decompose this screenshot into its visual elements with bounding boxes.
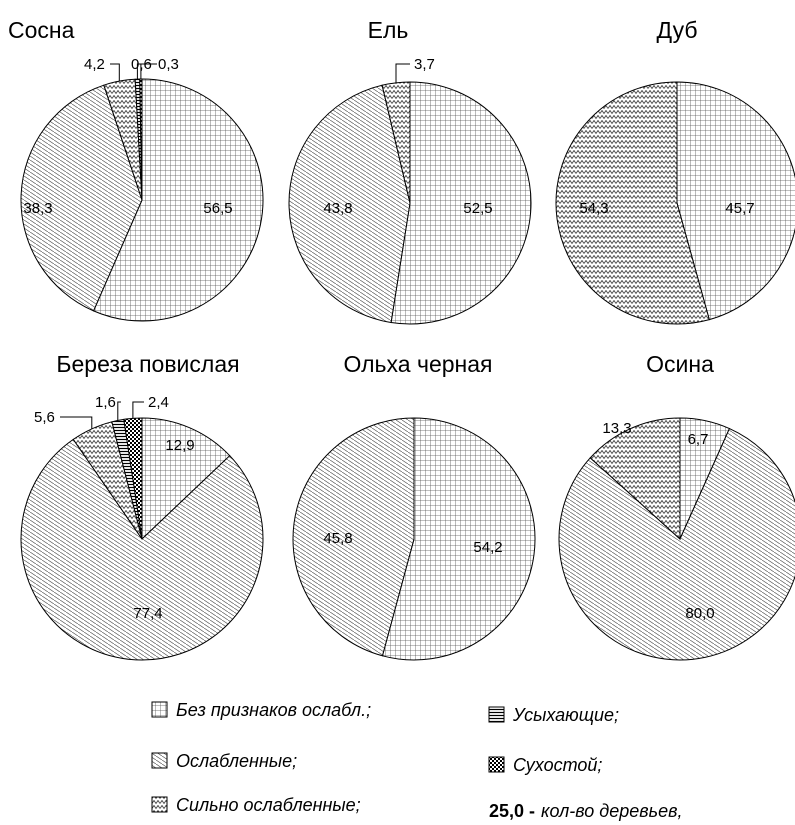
legend-swatch [151,701,168,718]
pie-chart: Осина 6,7 80,0 13,3 [558,351,795,661]
legend-swatch [488,706,505,723]
pie-chart: Дуб 45,7 54,3 [555,17,795,325]
data-label: 54,3 [579,200,608,217]
data-label: 0,3 [158,56,179,73]
pie-chart: Ель 52,5 43,8 3,7 [288,17,532,325]
data-label: 13,3 [602,420,631,437]
data-label: 80,0 [685,605,714,622]
data-label: 1,6 [95,394,116,411]
legend-item: Без признаков ослабл.; [151,700,371,720]
pie-slice [123,417,143,540]
leader-line [110,63,120,82]
pie-title: Ольха черная [344,351,493,377]
legend-item: Усыхающие; [488,705,619,725]
pie-slice [555,81,710,325]
legend-item: Сильно ослабленные; [151,795,361,815]
data-label: 43,8 [323,200,352,217]
pie-slice [288,84,411,324]
legend-label: Сухостой; [513,755,602,775]
pie-slice [589,417,681,541]
pie-slice [20,84,143,312]
legend-label: Ослабленные; [176,751,297,771]
data-label: 4,2 [84,56,105,73]
pie-slice [381,81,411,204]
pie-slice [139,78,143,201]
leader-line [132,401,144,419]
legend-item: Сухостой; [488,755,602,775]
data-label: 6,7 [688,431,709,448]
pie-slice [381,417,536,661]
data-label: 45,8 [323,530,352,547]
legend-label: Без признаков ослабл.; [176,700,371,720]
legend-note-value: 25,0 - [489,801,535,821]
leader-line [117,401,121,421]
pie-title: Осина [646,351,714,377]
legend-item: Ослабленные; [151,751,297,771]
pie-slice [92,78,264,322]
pie-slice [141,417,231,541]
data-label: 3,7 [414,56,435,73]
pie-slice [558,427,795,661]
data-label: 56,5 [203,200,232,217]
data-label: 45,7 [725,200,754,217]
legend-note-text: кол-во деревьев, [541,801,683,821]
data-label: 54,2 [473,539,502,556]
pie-slice [390,81,532,325]
data-label: 12,9 [165,437,194,454]
data-label: 52,5 [463,200,492,217]
pie-slice [20,438,264,661]
pie-chart: Ольха черная 54,2 45,8 [292,351,536,661]
leader-line [140,63,154,79]
pie-title: Сосна [8,17,75,43]
data-label: 77,4 [133,605,162,622]
legend-note: 25,0 - кол-во деревьев, [489,801,683,821]
legend-label: Усыхающие; [512,705,619,725]
pie-slice [292,417,415,657]
data-label: 38,3 [23,200,52,217]
data-label: 2,4 [148,394,169,411]
legend-swatch [151,752,168,769]
legend-label: Сильно ослабленные; [176,795,361,815]
leader-line [395,63,410,83]
leader-line [60,416,93,429]
pie-slice [676,81,795,321]
pie-title: Береза повислая [56,351,239,377]
pie-title: Дуб [656,17,697,43]
legend-swatch [151,796,168,813]
pie-title: Ель [368,17,409,43]
data-label: 5,6 [34,409,55,426]
legend-swatch [488,756,505,773]
pie-chart: Береза повислая 12,9 77,4 5,6 1,6 2,4 [20,351,264,661]
